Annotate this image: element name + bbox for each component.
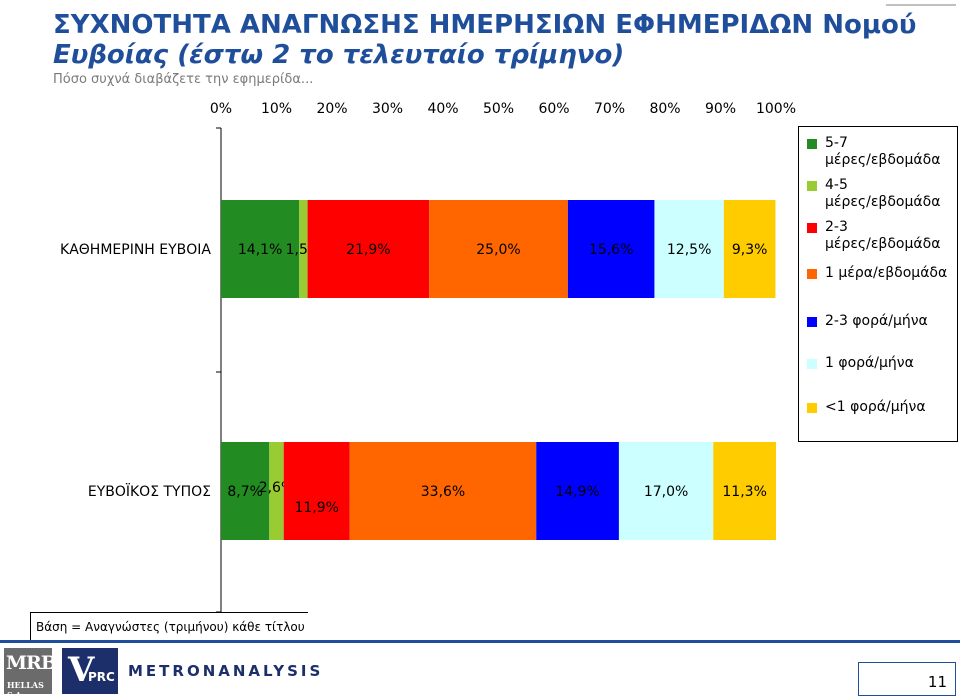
mrb-logo-subtext: HELLAS S.A.: [7, 680, 44, 698]
bar-segment: [713, 442, 776, 540]
legend-swatch: [807, 403, 817, 413]
data-label: 9,3%: [732, 242, 768, 258]
bar-segment: [429, 200, 568, 298]
page-title-line-2: Ευβοίας (έστω 2 το τελευταίο τρίμηνο): [53, 40, 625, 70]
legend-label-line-2: μέρες/εβδομάδα: [825, 236, 941, 252]
x-tick-label: 30%: [372, 101, 403, 117]
question-subtitle: Πόσο συχνά διαβάζετε την εφημερίδα...: [53, 72, 314, 87]
base-note-box: [30, 612, 308, 640]
bar-segment: [349, 442, 537, 540]
data-label: 17,0%: [644, 484, 688, 500]
legend-label: 2-3: [825, 219, 848, 235]
legend-item: 5-7 μέρες/εβδομάδα: [807, 135, 957, 169]
chart-legend: 5-7 μέρες/εβδομάδα 4-5 μέρες/εβδομάδα 2-3 μέρ…: [798, 126, 958, 442]
bar-segment: [307, 200, 430, 298]
legend-item: 4-5 μέρες/εβδομάδα: [807, 177, 957, 211]
data-label: 11,9%: [294, 500, 338, 516]
data-label: 15,6%: [589, 242, 633, 258]
x-tick-label: 70%: [594, 101, 625, 117]
data-label: 8,7%: [227, 484, 263, 500]
data-label: 14,9%: [555, 484, 599, 500]
bar-segment: [283, 442, 350, 540]
bar-segment: [221, 200, 300, 298]
data-label: 11,3%: [722, 484, 766, 500]
mrb-logo: MRB HELLAS S.A.: [4, 648, 57, 698]
x-tick-label: 100%: [756, 101, 796, 117]
x-tick-label: 20%: [316, 101, 347, 117]
legend-swatch: [807, 269, 817, 279]
legend-swatch: [807, 359, 817, 369]
legend-item: 1 φορά/μήνα: [807, 355, 957, 372]
x-tick-label: 60%: [538, 101, 569, 117]
stacked-bar-chart: 0% 10% 20% 30% 40% 50% 60% 70% 80% 90% 100% ΚΑΘΗΜΕΡ…: [60, 101, 796, 613]
category-label: ΚΑΘΗΜΕΡΙΝΗ ΕΥΒΟΙΑ: [60, 242, 211, 258]
vprc-logo-v: V: [68, 650, 95, 690]
x-tick-label: 10%: [261, 101, 292, 117]
data-label: 33,6%: [421, 484, 465, 500]
legend-item: 2-3 φορά/μήνα: [807, 313, 957, 330]
page-number-box: 11: [858, 662, 956, 696]
x-tick-label: 40%: [427, 101, 458, 117]
bar-segment: [269, 442, 284, 540]
legend-label-line-2: μέρες/εβδομάδα: [825, 152, 941, 168]
bar-segment: [723, 200, 776, 298]
bar-segment: [536, 442, 619, 540]
legend-label-line-2: μέρες/εβδομάδα: [825, 194, 941, 210]
vprc-logo: V PRC: [62, 648, 118, 694]
mrb-logo-text: MRB: [6, 652, 57, 674]
legend-label: 5-7: [825, 135, 848, 151]
x-tick-label: 0%: [210, 101, 232, 117]
x-tick-label: 80%: [649, 101, 680, 117]
category-label: ΕΥΒΟΪΚΟΣ ΤΥΠΟΣ: [88, 482, 211, 500]
data-label: 25,0%: [476, 242, 520, 258]
bar-segment: [654, 200, 724, 298]
legend-label: <1 φορά/μήνα: [825, 399, 926, 415]
data-label: 21,9%: [346, 242, 390, 258]
legend-label: 2-3 φορά/μήνα: [825, 313, 928, 329]
legend-item: 1 μέρα/εβδομάδα: [807, 265, 957, 282]
page-title-line-1: ΣΥΧΝΟΤΗΤΑ ΑΝΑΓΝΩΣΗΣ ΗΜΕΡΗΣΙΩΝ ΕΦΗΜΕΡΙΔΩΝ…: [53, 10, 917, 40]
footer-rule: [0, 640, 960, 643]
data-label: 12,5%: [667, 242, 711, 258]
base-note: Βάση = Αναγνώστες (τριμήνου) κάθε τίτλου: [36, 620, 305, 634]
legend-swatch: [807, 181, 817, 191]
x-tick-label: 90%: [705, 101, 736, 117]
metron-analysis-logo: METRONANALYSIS: [128, 662, 324, 680]
legend-item: 2-3 μέρες/εβδομάδα: [807, 219, 957, 253]
x-tick-label: 50%: [483, 101, 514, 117]
legend-label: 1 φορά/μήνα: [825, 355, 914, 371]
page-number: 11: [927, 673, 947, 691]
legend-label: 4-5: [825, 177, 848, 193]
bar-segment: [618, 442, 714, 540]
top-accent-line: [886, 4, 956, 6]
legend-item: <1 φορά/μήνα: [807, 399, 957, 416]
bar-segment: [567, 200, 655, 298]
legend-swatch: [807, 139, 817, 149]
legend-swatch: [807, 317, 817, 327]
legend-swatch: [807, 223, 817, 233]
bar-segment: [299, 200, 308, 298]
bar-segment: [221, 442, 270, 540]
data-label: 14,1%: [238, 242, 282, 258]
vprc-logo-text: PRC: [88, 670, 115, 684]
legend-label: 1 μέρα/εβδομάδα: [825, 265, 948, 281]
